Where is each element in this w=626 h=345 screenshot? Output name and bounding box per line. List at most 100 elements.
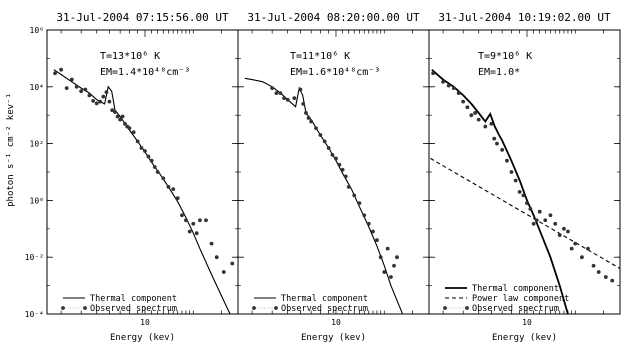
data-point	[385, 246, 390, 251]
data-point	[483, 124, 488, 129]
data-point	[309, 119, 314, 124]
legend-label: Thermal component	[472, 284, 559, 294]
data-point	[543, 218, 548, 223]
x-axis-label: Energy (kev)	[492, 333, 557, 343]
data-point	[113, 110, 117, 114]
data-point	[118, 117, 123, 122]
data-point	[209, 241, 214, 246]
data-point	[603, 275, 608, 279]
x-tick-label: 10	[522, 318, 532, 327]
panel-title: 31-Jul-2004 10:19:02.00 UT	[438, 11, 611, 24]
y-tick-label: 10⁶	[30, 26, 44, 35]
annotation: EM=1.6*10⁴⁸cm⁻³	[290, 67, 380, 78]
data-point	[371, 229, 375, 234]
data-point	[573, 241, 578, 246]
data-point	[214, 255, 219, 260]
data-point	[534, 218, 539, 223]
series-line	[244, 77, 404, 314]
panel-3: 31-Jul-2004 10:19:02.00 UT 10 Energy (kev)…	[428, 11, 621, 343]
y-axis-label: photon s⁻¹ cm⁻² kev⁻¹	[6, 93, 16, 207]
data-point	[143, 149, 147, 153]
data-point	[101, 94, 106, 99]
data-point	[69, 77, 74, 82]
data-point	[98, 99, 102, 104]
data-point	[161, 176, 166, 181]
data-point	[194, 231, 199, 236]
data-point	[278, 91, 283, 96]
legend-label: Observed spectrum	[281, 304, 368, 314]
data-point	[149, 158, 154, 163]
data-point	[107, 99, 112, 104]
y-tick-label: 10⁴	[30, 83, 44, 92]
data-point	[473, 111, 478, 115]
data-point	[285, 97, 290, 102]
data-point	[123, 121, 127, 126]
data-point	[343, 174, 348, 179]
legend-marker	[83, 306, 87, 310]
data-point	[492, 136, 497, 141]
data-point	[513, 178, 518, 183]
data-point	[517, 189, 522, 194]
data-point	[357, 201, 362, 206]
legend-marker	[61, 306, 65, 310]
data-point	[366, 221, 371, 226]
legend-label: Observed spectrum	[472, 304, 559, 314]
data-point	[301, 101, 306, 106]
plot-frame	[428, 29, 621, 315]
data-point	[152, 165, 157, 169]
data-point	[326, 146, 331, 150]
data-point	[184, 218, 188, 223]
data-point	[74, 84, 79, 89]
y-tick-label: 10⁻²	[25, 253, 44, 262]
data-point	[557, 233, 562, 238]
data-point	[469, 113, 474, 118]
data-point	[476, 117, 481, 122]
data-point	[548, 213, 553, 218]
data-point	[456, 91, 461, 96]
y-tick-label: 10⁰	[30, 196, 44, 205]
data-point	[318, 133, 323, 137]
panel-title: 31-Jul-2004 08:20:00.00 UT	[247, 11, 420, 24]
data-point	[337, 162, 342, 167]
data-point	[314, 126, 318, 131]
data-point	[362, 213, 367, 218]
series-line	[430, 157, 620, 269]
data-point	[79, 89, 84, 94]
data-point	[495, 141, 499, 146]
data-point	[392, 263, 396, 268]
legend-label: Observed spectrum	[90, 304, 177, 314]
data-point	[127, 126, 132, 131]
data-point	[346, 184, 351, 189]
x-axis-label: Energy (kev)	[110, 333, 175, 343]
legend-label: Thermal component	[281, 294, 368, 304]
data-point	[298, 87, 303, 92]
data-point	[191, 221, 196, 226]
data-point	[53, 71, 57, 76]
data-point	[525, 201, 529, 206]
data-point	[334, 156, 338, 161]
data-point	[104, 90, 109, 95]
data-point	[187, 229, 192, 234]
data-point	[553, 221, 558, 226]
data-point	[375, 238, 379, 243]
data-point	[531, 221, 536, 226]
annotation: EM=1.0*	[478, 67, 520, 78]
panels: 31-Jul-2004 07:15:56.00 UT 10⁻⁴ 10⁻² 10⁰ 10²…	[25, 11, 621, 343]
data-point	[431, 71, 436, 76]
plot-area	[430, 69, 620, 314]
data-point	[340, 167, 345, 172]
data-point	[586, 246, 590, 251]
data-point	[146, 154, 151, 159]
data-point	[596, 270, 601, 274]
data-point	[509, 170, 514, 174]
data-point	[171, 187, 176, 191]
x-tick-label: 10	[140, 318, 150, 327]
annotation: T=9*10⁶ K	[478, 51, 532, 62]
panel-1: 31-Jul-2004 07:15:56.00 UT 10⁻⁴ 10⁻² 10⁰ 10²…	[25, 11, 239, 343]
data-point	[500, 148, 505, 152]
legend-marker	[252, 306, 256, 310]
data-point	[465, 105, 470, 110]
plot-area	[53, 67, 235, 314]
data-point	[389, 275, 393, 279]
data-point	[304, 111, 308, 115]
